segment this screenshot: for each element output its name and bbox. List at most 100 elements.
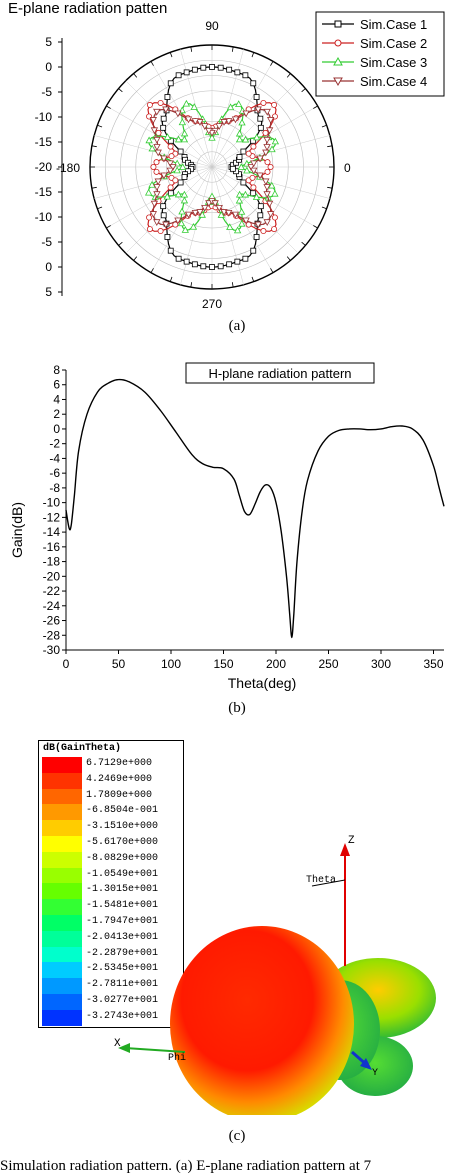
gain-scale-row: -3.2743e+001 bbox=[42, 1009, 180, 1026]
gain-scale-swatch bbox=[42, 930, 82, 947]
polar-marker bbox=[241, 190, 250, 198]
polar-marker bbox=[250, 80, 257, 87]
polar-radial-label: 5 bbox=[45, 35, 52, 49]
hplane-ytick-label: 6 bbox=[53, 378, 60, 392]
hplane-ytick-label: 2 bbox=[53, 407, 60, 421]
polar-grid bbox=[61, 38, 335, 296]
polar-marker bbox=[177, 219, 186, 227]
polar-marker bbox=[256, 155, 264, 163]
gain-scale-value: 1.7809e+000 bbox=[86, 789, 153, 801]
polar-marker bbox=[160, 212, 167, 219]
polar-marker bbox=[208, 133, 216, 141]
caption-c: (c) bbox=[228, 1128, 246, 1144]
polar-marker bbox=[180, 129, 189, 137]
hplane-xtick-label: 200 bbox=[266, 657, 286, 671]
polar-marker bbox=[235, 196, 244, 204]
hplane-xtick-label: 150 bbox=[213, 657, 233, 671]
polar-marker bbox=[268, 181, 276, 189]
polar-marker bbox=[267, 163, 274, 170]
polar-marker bbox=[174, 110, 182, 118]
polar-marker bbox=[243, 166, 251, 174]
hplane-ytick-label: -6 bbox=[49, 466, 60, 480]
hplane-ytick-label: -30 bbox=[43, 643, 61, 657]
gain-scale-value: -2.7811e+001 bbox=[86, 979, 159, 991]
polar-marker bbox=[220, 119, 228, 126]
polar-marker bbox=[198, 210, 206, 218]
x-axis-arrow bbox=[118, 1043, 130, 1053]
hplane-xlabel: Theta(deg) bbox=[228, 675, 296, 691]
polar-marker bbox=[235, 135, 244, 143]
polar-marker bbox=[231, 116, 240, 124]
polar-marker bbox=[229, 165, 236, 172]
gain-scale-row: -2.7811e+001 bbox=[42, 978, 180, 995]
gain-scale-swatch bbox=[42, 1009, 82, 1026]
polar-marker bbox=[162, 106, 170, 114]
polar-marker bbox=[153, 191, 161, 199]
polar-angle-label: 90 bbox=[205, 19, 219, 33]
polar-radial-label: -15 bbox=[35, 135, 53, 149]
gain-scale-swatch bbox=[42, 993, 82, 1010]
polar-marker bbox=[149, 117, 158, 124]
polar-marker bbox=[172, 177, 179, 184]
polar-marker bbox=[247, 164, 255, 171]
gain-scale-row: 6.7129e+000 bbox=[42, 757, 180, 773]
gain-scale-swatch bbox=[42, 867, 82, 884]
polar-marker bbox=[148, 180, 156, 188]
polar-marker bbox=[257, 115, 264, 122]
polar-marker bbox=[215, 123, 223, 130]
hplane-ytick-label: -10 bbox=[43, 496, 61, 510]
hplane-ylabel: Gain(dB) bbox=[9, 502, 25, 558]
polar-marker bbox=[184, 116, 193, 124]
polar-marker bbox=[262, 129, 269, 136]
polar-marker bbox=[253, 133, 261, 141]
polar-marker bbox=[173, 166, 181, 174]
polar-marker bbox=[242, 72, 249, 79]
polar-marker bbox=[163, 192, 171, 200]
polar-marker bbox=[253, 234, 260, 240]
polar-legend-label: Sim.Case 1 bbox=[360, 17, 427, 32]
gain-scale-value: -2.0413e+001 bbox=[86, 931, 159, 943]
polar-marker bbox=[217, 263, 224, 270]
polar-marker bbox=[160, 155, 168, 163]
polar-marker bbox=[190, 103, 198, 110]
gain-scale-swatch bbox=[42, 772, 82, 789]
polar-marker bbox=[241, 135, 250, 143]
polar-marker bbox=[160, 203, 167, 210]
polar-marker bbox=[167, 190, 174, 197]
polar-radial-label: -20 bbox=[35, 160, 53, 174]
y-axis-label: Y bbox=[372, 1068, 378, 1079]
polar-marker bbox=[146, 214, 153, 221]
polar-marker bbox=[167, 80, 174, 87]
polar-marker bbox=[263, 136, 271, 144]
polar-marker bbox=[205, 200, 213, 208]
polar-marker bbox=[177, 148, 184, 155]
polar-marker bbox=[196, 209, 204, 216]
polar-marker bbox=[260, 228, 267, 235]
gain-scale-swatch bbox=[42, 962, 82, 979]
polar-marker bbox=[211, 200, 219, 208]
polar-marker bbox=[166, 167, 174, 175]
polar-marker bbox=[260, 99, 267, 106]
polar-marker bbox=[209, 264, 215, 270]
polar-axis-labels: 90 0 -180 270 5 0 -5 -10 -15 -20 -15 -10 -5 0 5 bbox=[35, 19, 351, 310]
gain-scale-row: -6.8504e-001 bbox=[42, 804, 180, 821]
hplane-ytick-label: 4 bbox=[53, 392, 60, 406]
polar-marker bbox=[153, 168, 160, 175]
polar-marker bbox=[263, 191, 271, 199]
polar-marker bbox=[168, 153, 175, 160]
polar-chart-title: E-plane radiation patten bbox=[8, 0, 168, 17]
polar-marker bbox=[262, 178, 270, 186]
polar-marker bbox=[235, 100, 243, 108]
polar-marker bbox=[150, 127, 159, 135]
polar-radial-label: 0 bbox=[45, 60, 52, 74]
gain-scale-value: -8.0829e+000 bbox=[86, 852, 159, 864]
gain-scale-value: -6.8504e-001 bbox=[86, 805, 159, 817]
polar-legend: Sim.Case 1 Sim.Case 2 Sim.Case 3 Sim.Case 4 bbox=[315, 11, 445, 97]
polar-marker bbox=[263, 144, 271, 151]
polar-marker bbox=[180, 196, 189, 204]
polar-marker bbox=[240, 179, 247, 186]
hplane-ytick-label: -28 bbox=[43, 628, 61, 642]
gain-scale-swatch bbox=[42, 978, 82, 995]
polar-marker bbox=[157, 99, 164, 106]
gain-scale-swatch bbox=[42, 946, 82, 963]
